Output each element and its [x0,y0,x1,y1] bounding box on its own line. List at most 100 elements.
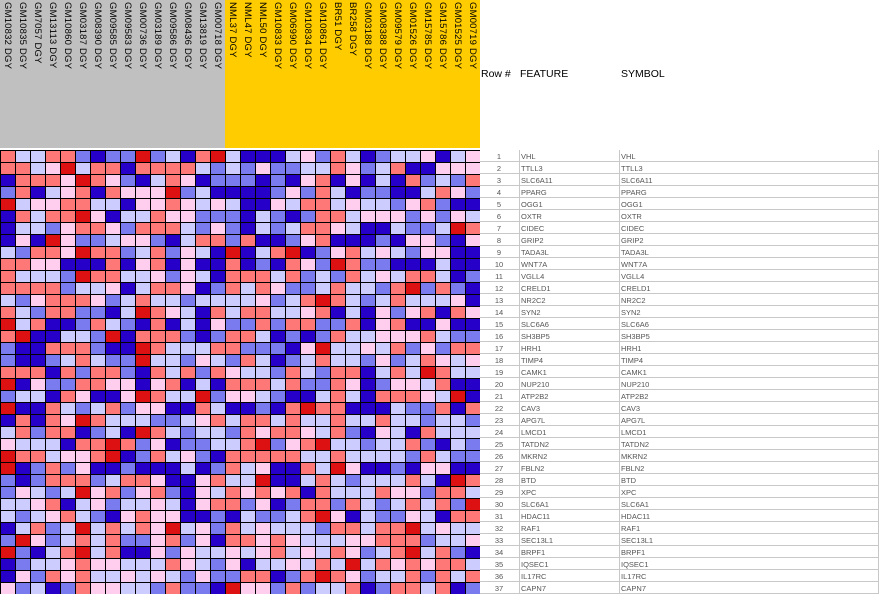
heatmap-cell[interactable] [31,439,45,450]
heatmap-cell[interactable] [271,391,285,402]
heatmap-cell[interactable] [91,583,105,594]
heatmap-cell[interactable] [376,175,390,186]
heatmap-cell[interactable] [226,175,240,186]
heatmap-cell[interactable] [301,415,315,426]
column-label[interactable]: GM00736 DGY [135,2,150,148]
heatmap-cell[interactable] [106,463,120,474]
heatmap-cell[interactable] [151,559,165,570]
heatmap-cell[interactable] [1,379,15,390]
heatmap-cell[interactable] [226,583,240,594]
heatmap-cell[interactable] [421,283,435,294]
heatmap-cell[interactable] [16,295,30,306]
heatmap-cell[interactable] [466,415,480,426]
heatmap-cell[interactable] [106,319,120,330]
column-label[interactable]: GM06990 DGY [285,2,300,148]
heatmap-cell[interactable] [31,283,45,294]
heatmap-cell[interactable] [181,307,195,318]
heatmap-cell[interactable] [196,571,210,582]
column-label[interactable]: GM15786 DGY [435,2,450,148]
heatmap-cell[interactable] [316,571,330,582]
heatmap-cell[interactable] [151,571,165,582]
heatmap-cell[interactable] [1,247,15,258]
heatmap-cell[interactable] [391,379,405,390]
heatmap-cell[interactable] [466,475,480,486]
heatmap-cell[interactable] [301,571,315,582]
heatmap-cell[interactable] [256,487,270,498]
heatmap-cell[interactable] [301,319,315,330]
heatmap-cell[interactable] [391,535,405,546]
heatmap-cell[interactable] [346,331,360,342]
heatmap-cell[interactable] [196,187,210,198]
heatmap-cell[interactable] [421,175,435,186]
heatmap-cell[interactable] [46,451,60,462]
heatmap-cell[interactable] [406,583,420,594]
heatmap-cell[interactable] [256,535,270,546]
heatmap-cell[interactable] [1,451,15,462]
heatmap-cell[interactable] [196,439,210,450]
heatmap-cell[interactable] [61,199,75,210]
heatmap-cell[interactable] [436,571,450,582]
heatmap-cell[interactable] [31,391,45,402]
heatmap-cell[interactable] [391,151,405,162]
heatmap-cell[interactable] [181,187,195,198]
heatmap-cell[interactable] [316,367,330,378]
heatmap-cell[interactable] [361,187,375,198]
heatmap-cell[interactable] [256,403,270,414]
heatmap-cell[interactable] [466,223,480,234]
heatmap-cell[interactable] [376,355,390,366]
heatmap-cell[interactable] [346,439,360,450]
table-row[interactable]: 24 LMCD1 LMCD1 [480,426,878,438]
heatmap-cell[interactable] [346,583,360,594]
heatmap-cell[interactable] [166,367,180,378]
table-row[interactable]: 2 TTLL3 TTLL3 [480,162,878,174]
heatmap-cell[interactable] [346,259,360,270]
heatmap-cell[interactable] [106,379,120,390]
heatmap-cell[interactable] [181,271,195,282]
table-row[interactable]: 28 BTD BTD [480,474,878,486]
heatmap-cell[interactable] [46,223,60,234]
heatmap-cell[interactable] [301,583,315,594]
heatmap-cell[interactable] [406,403,420,414]
heatmap-cell[interactable] [436,331,450,342]
heatmap-cell[interactable] [271,559,285,570]
heatmap-cell[interactable] [166,391,180,402]
heatmap-cell[interactable] [466,547,480,558]
heatmap-cell[interactable] [61,367,75,378]
heatmap-cell[interactable] [16,547,30,558]
heatmap-cell[interactable] [196,223,210,234]
heatmap-cell[interactable] [226,463,240,474]
column-label[interactable]: GM00719 DGY [465,2,480,148]
heatmap-cell[interactable] [301,391,315,402]
heatmap-cell[interactable] [226,211,240,222]
heatmap-cell[interactable] [361,475,375,486]
heatmap-cell[interactable] [376,415,390,426]
heatmap-cell[interactable] [421,355,435,366]
heatmap-cell[interactable] [31,163,45,174]
heatmap-cell[interactable] [121,235,135,246]
heatmap-cell[interactable] [436,415,450,426]
heatmap-cell[interactable] [286,523,300,534]
heatmap-cell[interactable] [286,163,300,174]
heatmap-cell[interactable] [406,451,420,462]
heatmap-cell[interactable] [361,499,375,510]
heatmap-cell[interactable] [211,223,225,234]
heatmap-cell[interactable] [301,355,315,366]
heatmap-cell[interactable] [76,547,90,558]
heatmap-cell[interactable] [16,511,30,522]
heatmap-cell[interactable] [136,343,150,354]
heatmap-cell[interactable] [301,343,315,354]
heatmap-cell[interactable] [61,307,75,318]
heatmap-cell[interactable] [226,223,240,234]
heatmap-cell[interactable] [301,271,315,282]
heatmap-cell[interactable] [331,247,345,258]
heatmap-cell[interactable] [136,571,150,582]
heatmap-cell[interactable] [376,391,390,402]
heatmap-cell[interactable] [301,235,315,246]
heatmap-cell[interactable] [166,343,180,354]
heatmap-cell[interactable] [421,295,435,306]
heatmap-cell[interactable] [1,523,15,534]
heatmap-cell[interactable] [301,475,315,486]
heatmap-cell[interactable] [346,283,360,294]
heatmap-cell[interactable] [106,355,120,366]
heatmap-cell[interactable] [166,199,180,210]
